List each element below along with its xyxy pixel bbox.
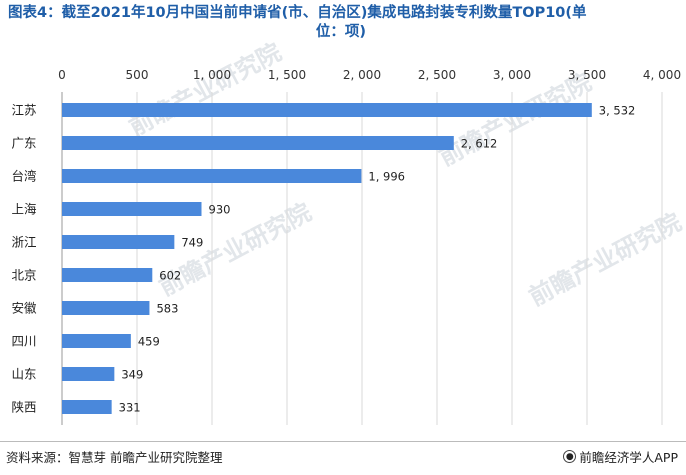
bar [62,169,362,183]
x-tick-label: 3, 000 [493,68,531,82]
bar-value-label: 749 [181,236,203,250]
bar-value-label: 2, 612 [461,137,498,151]
bar-value-label: 602 [159,269,181,283]
category-label: 台湾 [11,169,36,184]
bar [62,367,115,381]
x-tick-label: 2, 000 [343,68,381,82]
bar [62,103,592,117]
chart-title-line1: 图表4：截至2021年10月中国当前申请省(市、自治区)集成电路封装专利数量TO… [8,5,587,21]
x-tick-label: 4, 000 [643,68,681,82]
x-tick-label: 3, 500 [568,68,606,82]
category-label: 浙江 [11,235,36,250]
x-tick-label: 2, 500 [418,68,456,82]
bar-value-label: 459 [138,335,160,349]
bar-value-label: 1, 996 [368,170,405,184]
bar-value-label: 3, 532 [599,104,636,118]
category-label: 上海 [11,202,37,217]
x-tick-label: 1, 500 [268,68,306,82]
bar-value-label: 331 [119,401,141,415]
category-label: 北京 [11,268,36,283]
bar [62,400,112,414]
bar [62,136,454,150]
bar [62,235,175,249]
bar [62,301,150,315]
bar [62,334,131,348]
bar-value-label: 349 [121,368,143,382]
category-label: 四川 [11,334,36,349]
brand-label: 前瞻经济学人APP [579,450,678,465]
bar-value-label: 583 [156,302,178,316]
brand-logo-icon: ● [563,450,577,463]
x-tick-label: 1, 000 [193,68,231,82]
chart-title-line2: 位：项) [315,24,367,40]
category-label: 陕西 [11,400,36,415]
bar [62,202,202,216]
x-tick-label: 0 [58,68,66,82]
category-label: 山东 [11,367,36,382]
footer-divider [0,441,686,442]
bar-chart: 0 500 1, 000 1, 500 2, 000 2, 500 3, 000 3, 500… [11,68,681,425]
bar [62,268,153,282]
brand-credit: ● 前瞻经济学人APP [563,447,678,466]
category-label: 江苏 [11,103,36,118]
x-tick-label: 500 [126,68,149,82]
source-note: 资料来源：智慧芽 前瞻产业研究院整理 [6,450,223,465]
category-label: 广东 [11,136,36,151]
category-label: 安徽 [11,301,37,316]
chart-title: 图表4：截至2021年10月中国当前申请省(市、自治区)集成电路封装专利数量TO… [6,4,676,42]
bar-value-label: 930 [209,203,231,217]
